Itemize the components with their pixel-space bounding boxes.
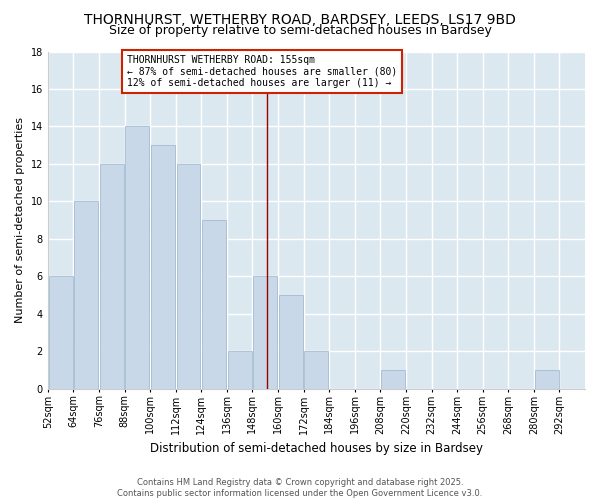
Text: THORNHURST, WETHERBY ROAD, BARDSEY, LEEDS, LS17 9BD: THORNHURST, WETHERBY ROAD, BARDSEY, LEED… — [84, 12, 516, 26]
Text: Contains HM Land Registry data © Crown copyright and database right 2025.
Contai: Contains HM Land Registry data © Crown c… — [118, 478, 482, 498]
Bar — [100, 164, 124, 388]
Bar — [49, 276, 73, 388]
X-axis label: Distribution of semi-detached houses by size in Bardsey: Distribution of semi-detached houses by … — [150, 442, 483, 455]
Bar — [535, 370, 559, 388]
Bar — [279, 295, 303, 388]
Text: Size of property relative to semi-detached houses in Bardsey: Size of property relative to semi-detach… — [109, 24, 491, 37]
Y-axis label: Number of semi-detached properties: Number of semi-detached properties — [15, 117, 25, 323]
Bar — [202, 220, 226, 388]
Bar — [176, 164, 200, 388]
Bar — [125, 126, 149, 388]
Bar — [74, 202, 98, 388]
Text: THORNHURST WETHERBY ROAD: 155sqm
← 87% of semi-detached houses are smaller (80)
: THORNHURST WETHERBY ROAD: 155sqm ← 87% o… — [127, 55, 397, 88]
Bar — [228, 352, 251, 389]
Bar — [151, 145, 175, 388]
Bar — [304, 352, 328, 389]
Bar — [381, 370, 405, 388]
Bar — [253, 276, 277, 388]
